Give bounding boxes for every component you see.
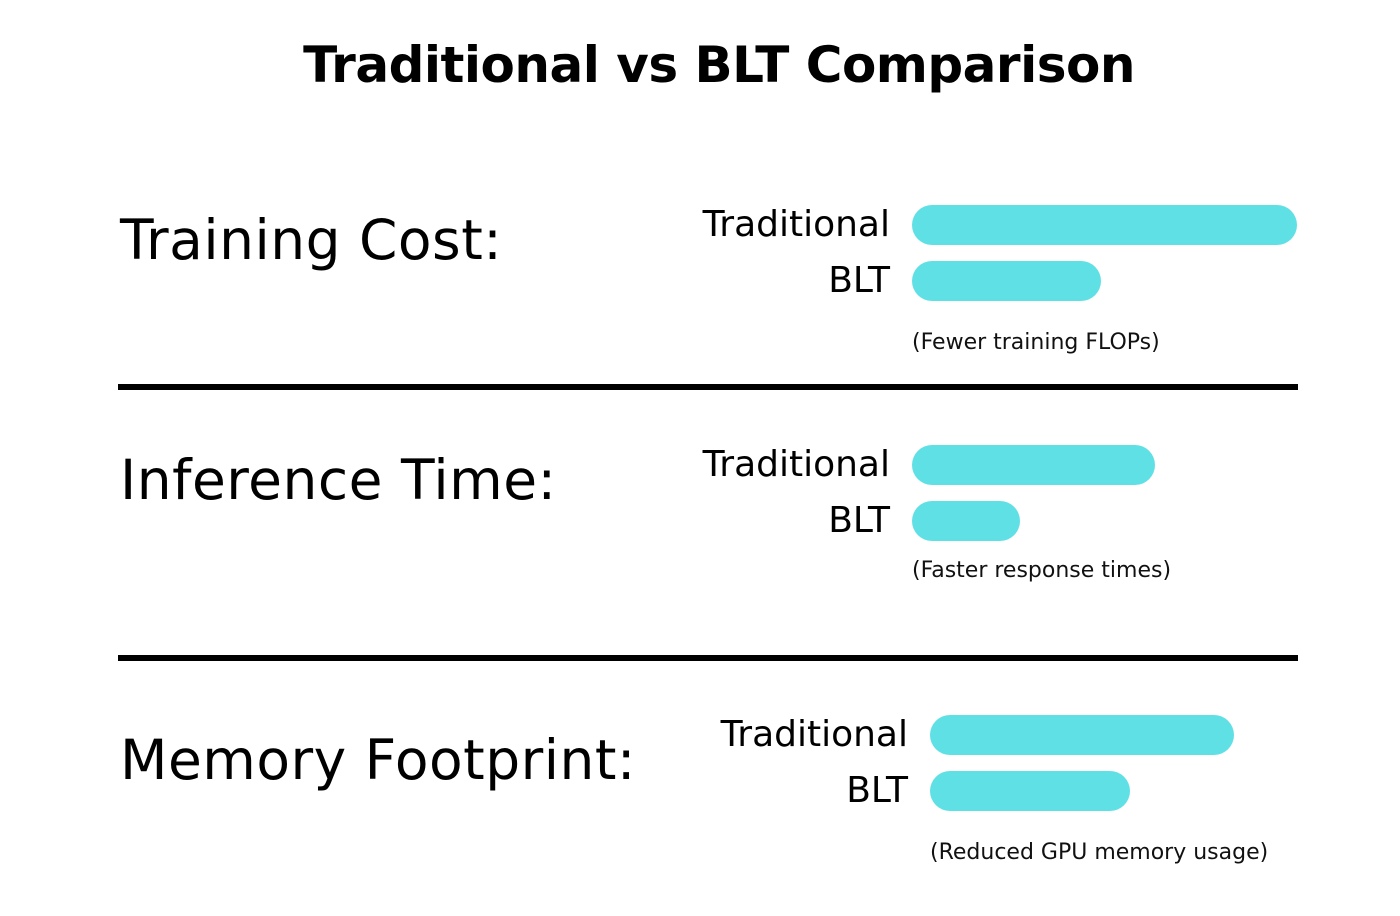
bar-memory-footprint-blt: [930, 771, 1130, 811]
section-divider: [118, 384, 1298, 390]
metric-label-memory-footprint: Memory Footprint:: [120, 728, 636, 792]
bar-inference-time-blt: [912, 501, 1020, 541]
series-label-blt: BLT: [846, 770, 908, 811]
note-training-cost: (Fewer training FLOPs): [912, 330, 1160, 355]
bar-memory-footprint-traditional: [930, 715, 1234, 755]
bar-training-cost-blt: [912, 261, 1101, 301]
series-label-blt: BLT: [828, 500, 890, 541]
note-inference-time: (Faster response times): [912, 558, 1172, 583]
series-label-traditional: Traditional: [720, 714, 908, 755]
note-memory-footprint: (Reduced GPU memory usage): [930, 840, 1269, 865]
bar-training-cost-traditional: [912, 205, 1297, 245]
series-label-traditional: Traditional: [702, 204, 890, 245]
metric-label-training-cost: Training Cost:: [120, 208, 503, 272]
metric-label-inference-time: Inference Time:: [120, 448, 557, 512]
bar-inference-time-traditional: [912, 445, 1155, 485]
chart-title: Traditional vs BLT Comparison: [303, 36, 1135, 94]
series-label-traditional: Traditional: [702, 444, 890, 485]
section-divider: [118, 655, 1298, 661]
series-label-blt: BLT: [828, 260, 890, 301]
